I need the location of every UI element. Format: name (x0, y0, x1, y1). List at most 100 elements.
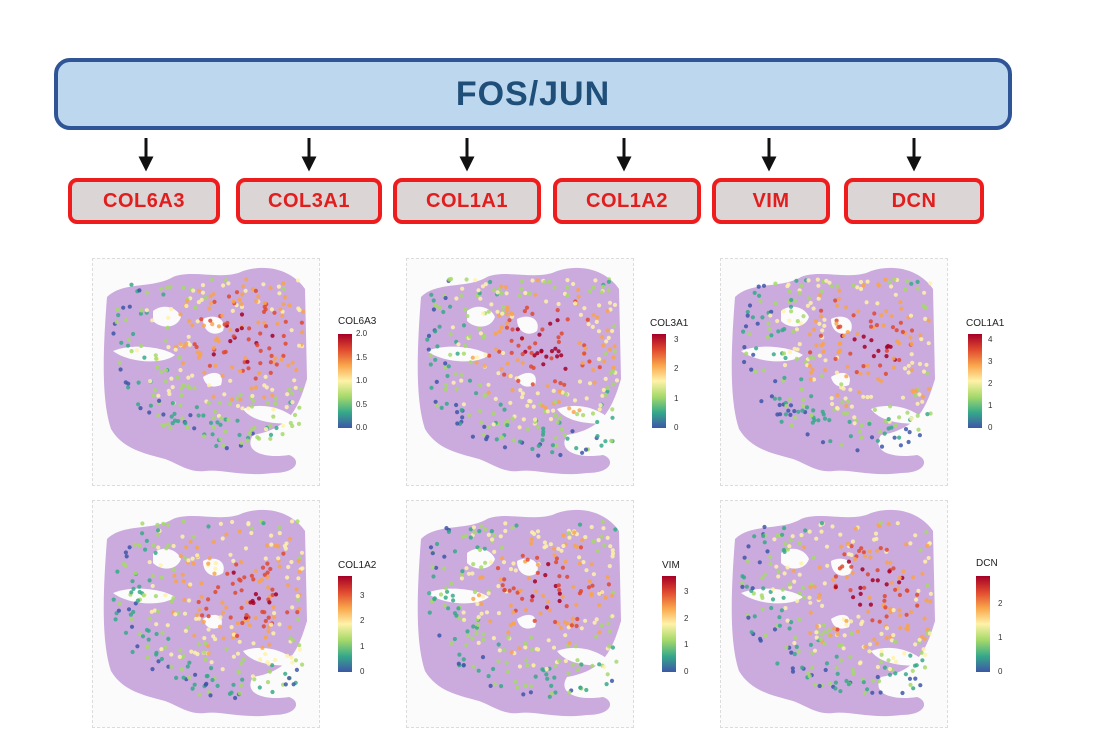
expression-spot (467, 378, 473, 383)
expression-spot (587, 381, 593, 386)
expression-spot (760, 576, 765, 581)
expression-spot (249, 573, 254, 578)
expression-spot (609, 438, 614, 443)
expression-spot (925, 543, 930, 548)
expression-spot (590, 324, 595, 329)
expression-spot (210, 432, 215, 437)
expression-spot (519, 336, 525, 341)
expression-spot (253, 616, 258, 621)
expression-spot (889, 580, 894, 585)
expression-spot (903, 672, 908, 677)
expression-spot (544, 354, 549, 359)
expression-spot (479, 602, 484, 607)
expression-spot (123, 550, 128, 555)
expression-spot (889, 314, 894, 319)
expression-spot (210, 322, 215, 327)
expression-spot (133, 571, 138, 576)
expression-spot (577, 561, 582, 566)
expression-spot (228, 552, 233, 557)
expression-spot (194, 545, 200, 550)
expression-spot (781, 547, 786, 553)
expression-spot (858, 286, 864, 292)
expression-spot (911, 686, 916, 691)
expression-spot (782, 571, 787, 576)
expression-spot (884, 635, 889, 641)
expression-spot (745, 559, 751, 564)
expression-spot (599, 623, 605, 628)
expression-spot (520, 279, 525, 284)
expression-spot (170, 385, 175, 390)
expression-spot (177, 654, 182, 659)
expression-spot (191, 561, 196, 566)
expression-spot (745, 309, 750, 315)
expression-spot (237, 529, 242, 534)
expression-spot (791, 568, 796, 573)
expression-spot (237, 297, 242, 302)
expression-spot (525, 557, 530, 562)
expression-spot (577, 408, 582, 413)
expression-spot (529, 598, 534, 603)
expression-spot (295, 278, 301, 283)
expression-spot (505, 669, 510, 675)
expression-spot (776, 569, 781, 574)
legend-tick-label: 0 (998, 667, 1003, 676)
expression-spot (281, 281, 286, 286)
expression-spot (139, 343, 144, 349)
expression-spot (169, 414, 174, 419)
expression-spot (884, 626, 890, 631)
expression-spot (914, 663, 919, 668)
spatial-panel-col6a3 (92, 258, 320, 486)
expression-spot (218, 437, 223, 442)
expression-spot (816, 283, 821, 288)
expression-spot (597, 407, 602, 412)
expression-spot (239, 302, 244, 307)
expression-spot (835, 284, 840, 289)
expression-spot (443, 361, 448, 366)
expression-spot (862, 690, 867, 696)
expression-spot (787, 318, 792, 323)
expression-spot (500, 556, 505, 561)
expression-spot (891, 633, 896, 638)
expression-spot (775, 318, 780, 324)
expression-spot (898, 613, 903, 618)
expression-spot (277, 291, 282, 296)
expression-spot (838, 348, 843, 353)
expression-spot (296, 597, 301, 602)
expression-spot (925, 412, 930, 417)
expression-spot (918, 683, 923, 688)
expression-spot (812, 682, 817, 687)
expression-spot (846, 559, 851, 564)
expression-spot (264, 427, 269, 432)
expression-spot (429, 385, 434, 390)
expression-spot (861, 394, 866, 399)
expression-spot (154, 652, 159, 657)
expression-spot (456, 606, 461, 611)
expression-spot (116, 313, 121, 318)
expression-spot (262, 610, 267, 615)
expression-spot (923, 559, 928, 564)
expression-spot (263, 556, 268, 561)
expression-spot (237, 577, 242, 582)
expression-spot (156, 609, 161, 614)
expression-spot (116, 608, 121, 613)
expression-spot (240, 677, 245, 682)
expression-spot (230, 365, 235, 370)
expression-spot (779, 419, 784, 424)
expression-spot (160, 630, 165, 635)
expression-spot (613, 527, 618, 532)
expression-spot (605, 535, 610, 540)
expression-spot (242, 575, 247, 580)
expression-spot (502, 588, 507, 593)
expression-spot (273, 657, 278, 663)
expression-spot (850, 667, 855, 672)
expression-spot (159, 286, 164, 291)
expression-spot (781, 351, 786, 356)
expression-spot (522, 309, 527, 314)
expression-spot (504, 312, 509, 317)
expression-spot (606, 288, 611, 293)
expression-spot (878, 363, 883, 368)
expression-spot (595, 419, 600, 425)
expression-spot (496, 642, 501, 647)
expression-spot (166, 543, 171, 548)
expression-spot (883, 418, 888, 424)
